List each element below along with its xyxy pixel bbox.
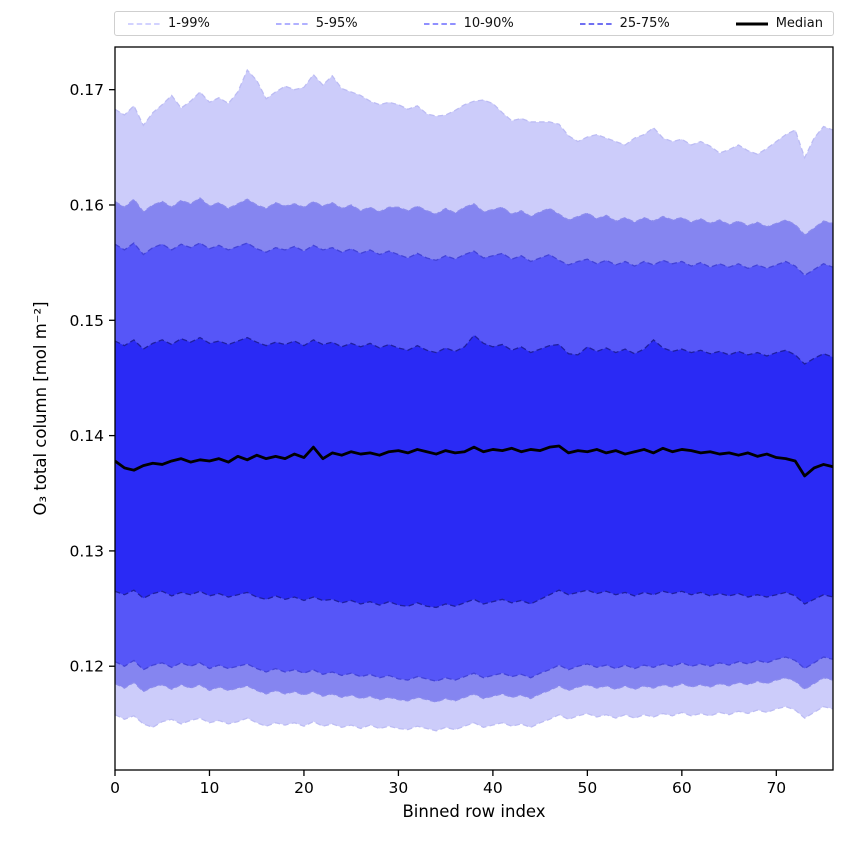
band-edge-10-90%-high [115, 242, 833, 277]
legend-entry-Median: Median [735, 17, 823, 30]
legend-label: 10-90% [463, 16, 514, 31]
band-edge-1-99%-high [115, 68, 833, 160]
legend-label: 1-99% [168, 16, 210, 31]
plot-area [115, 68, 833, 732]
legend-entry-25-75%: 25-75% [579, 17, 670, 30]
band-edge-10-90%-low [115, 656, 833, 682]
legend: 1-99% 5-95% 10-90% 25-75% Median [114, 11, 834, 36]
x-tick-label: 10 [200, 779, 220, 797]
legend-line-sample-10-90% [423, 22, 456, 25]
legend-label: Median [775, 16, 823, 31]
y-axis-label: O₃ total column [mol m⁻²] [31, 301, 50, 515]
legend-entry-5-95%: 5-95% [275, 17, 358, 30]
x-tick-label: 20 [294, 779, 314, 797]
legend-line-sample-Median [735, 22, 768, 25]
legend-label: 25-75% [619, 16, 670, 31]
band-edge-1-99%-low [115, 705, 833, 732]
median-line [115, 444, 833, 478]
x-tick-label: 40 [483, 779, 503, 797]
y-tick-label: 0.16 [69, 196, 104, 214]
legend-line-sample-5-95% [275, 22, 308, 25]
x-tick-label: 0 [110, 779, 120, 797]
legend-entry-10-90%: 10-90% [423, 17, 514, 30]
x-tick-label: 60 [672, 779, 692, 797]
legend-line-sample-1-99% [128, 22, 160, 25]
legend-label: 5-95% [315, 16, 358, 31]
y-tick-label: 0.17 [69, 81, 104, 99]
band-edge-5-95%-high [115, 197, 833, 236]
y-tick-label: 0.15 [69, 312, 104, 330]
legend-line-sample-25-75% [579, 22, 612, 25]
x-tick-label: 50 [578, 779, 598, 797]
y-tick-label: 0.13 [69, 542, 104, 560]
y-tick-label: 0.12 [69, 658, 104, 676]
x-axis-label: Binned row index [402, 802, 545, 821]
x-tick-label: 70 [766, 779, 786, 797]
axes-spines [114, 46, 834, 771]
x-tick-label: 30 [389, 779, 409, 797]
legend-entry-1-99%: 1-99% [127, 17, 210, 30]
band-edge-5-95%-low [115, 677, 833, 703]
band-edge-25-75%-low [115, 589, 833, 609]
band-fill-25-75% [115, 335, 833, 608]
band-edge-25-75%-high [115, 334, 833, 365]
y-tick-label: 0.14 [69, 427, 104, 445]
